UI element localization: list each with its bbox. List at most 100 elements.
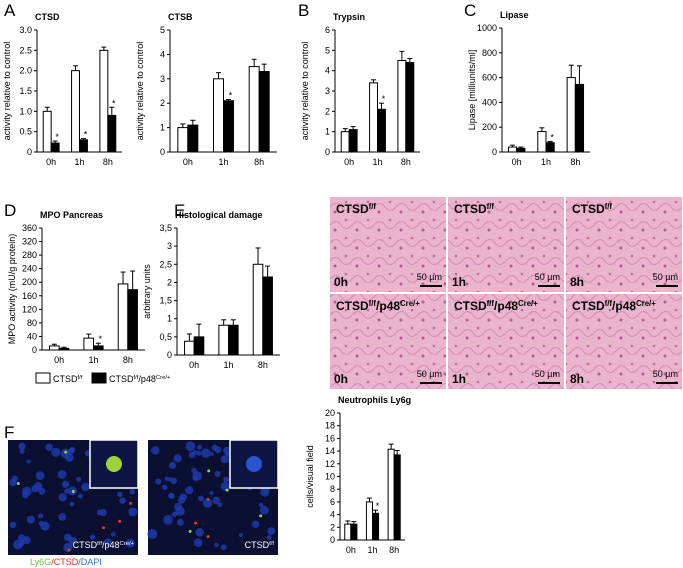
bar <box>93 345 104 351</box>
legend-label-part: Cre/+ <box>156 375 171 381</box>
legend-swatch <box>91 372 107 384</box>
bar <box>107 114 117 153</box>
x-tick-label: 8h <box>258 360 268 370</box>
chart-title: CTSD <box>35 12 60 22</box>
y-axis-label: Lipase [milliunits/ml] <box>467 50 477 131</box>
histology-image <box>330 197 446 292</box>
y-tick-label: 10 <box>325 472 335 482</box>
nucleus <box>19 448 25 454</box>
histology-genotype-part: CTSD <box>454 202 487 216</box>
signal <box>259 514 263 518</box>
nucleus <box>201 448 211 458</box>
y-tick-label: 5 <box>160 25 165 35</box>
significance: * <box>112 98 116 108</box>
histology-time: 1h <box>452 372 466 386</box>
nucleus <box>22 491 29 499</box>
y-tick-label: 20 <box>325 408 335 418</box>
x-tick-label: 8h <box>103 157 113 167</box>
y-tick-label: 1 <box>160 123 165 133</box>
nucleus <box>69 501 75 507</box>
signal <box>129 501 133 505</box>
legend-label-part: CTSD <box>109 374 134 384</box>
nucleus <box>202 498 213 508</box>
y-tick-label: 3 <box>167 241 172 251</box>
scale-label: 50 µm <box>653 272 678 282</box>
histology-time: 8h <box>570 275 584 289</box>
y-tick-label: 1,5 <box>159 296 172 306</box>
bar <box>369 82 379 153</box>
bar <box>49 345 60 351</box>
bar <box>397 60 407 153</box>
nucleus <box>220 544 227 551</box>
nucleus <box>62 480 70 488</box>
bar <box>58 347 70 351</box>
signal <box>64 450 68 454</box>
image-label: CTSDf/f <box>245 540 275 550</box>
significance: * <box>84 130 88 140</box>
x-tick-label: 8h <box>389 545 399 555</box>
bar <box>365 501 373 541</box>
nucleus <box>68 447 75 454</box>
bar <box>393 454 401 541</box>
y-tick-label: 320 <box>22 237 37 247</box>
caption-part: Ly6G <box>30 557 51 567</box>
nucleus <box>193 538 203 547</box>
y-tick-label: 0 <box>27 147 32 157</box>
x-tick-label: 1h <box>367 545 377 555</box>
bar <box>50 142 60 153</box>
signal <box>118 519 122 523</box>
nucleus <box>64 453 74 462</box>
y-tick-label: 2 <box>167 277 172 287</box>
y-tick-label: 0 <box>160 147 165 157</box>
legend-label: CTSDf/f <box>53 374 83 384</box>
y-tick-label: 6 <box>330 497 335 507</box>
histology-genotype-part: f/f <box>369 299 377 308</box>
bar <box>83 337 94 351</box>
bar <box>405 62 415 153</box>
histology-genotype-part: f/f <box>487 299 495 308</box>
bar <box>566 77 576 153</box>
nucleus <box>110 531 116 537</box>
nucleus <box>58 512 67 521</box>
bar <box>71 70 80 153</box>
nucleus <box>176 518 184 526</box>
nucleus <box>223 446 231 455</box>
nucleus <box>198 495 205 502</box>
nucleus <box>188 451 196 459</box>
nucleus <box>147 529 158 540</box>
bar <box>344 523 352 541</box>
bar <box>117 283 129 351</box>
significance: * <box>376 501 380 511</box>
y-tick-label: 800 <box>482 48 497 58</box>
significance: * <box>229 91 233 101</box>
inset-cell <box>246 456 262 472</box>
histology-genotype-part: /p48 <box>494 299 518 313</box>
y-axis-label: arbitrary units <box>142 264 152 319</box>
y-tick-label: 3 <box>325 86 330 96</box>
y-axis-label: cells/visual field <box>305 445 315 508</box>
nucleus <box>18 442 26 450</box>
y-tick-label: 240 <box>22 264 37 274</box>
histology-genotype-part: CTSD <box>572 202 605 216</box>
histology-genotype-part: /p48 <box>376 299 400 313</box>
nucleus <box>151 446 160 455</box>
nucleus <box>9 521 17 529</box>
bar <box>258 70 270 153</box>
histology-genotype: CTSDf/f <box>336 202 376 217</box>
x-tick-label: 1h <box>74 157 84 167</box>
nucleus <box>192 471 203 481</box>
x-tick-label: 0h <box>46 157 56 167</box>
nucleus <box>220 455 229 464</box>
y-tick-label: 40 <box>27 331 37 341</box>
bar <box>348 129 358 153</box>
histology-image <box>330 294 446 389</box>
histology-genotype-part: Cre/+ <box>400 299 420 308</box>
y-tick-label: 2.5 <box>19 45 32 55</box>
nucleus <box>217 502 223 508</box>
bar <box>184 340 195 356</box>
y-tick-label: 3,5 <box>159 223 172 233</box>
image-label-part: f/f <box>269 541 274 547</box>
y-tick-label: 1 <box>167 314 172 324</box>
nucleus <box>9 478 17 487</box>
